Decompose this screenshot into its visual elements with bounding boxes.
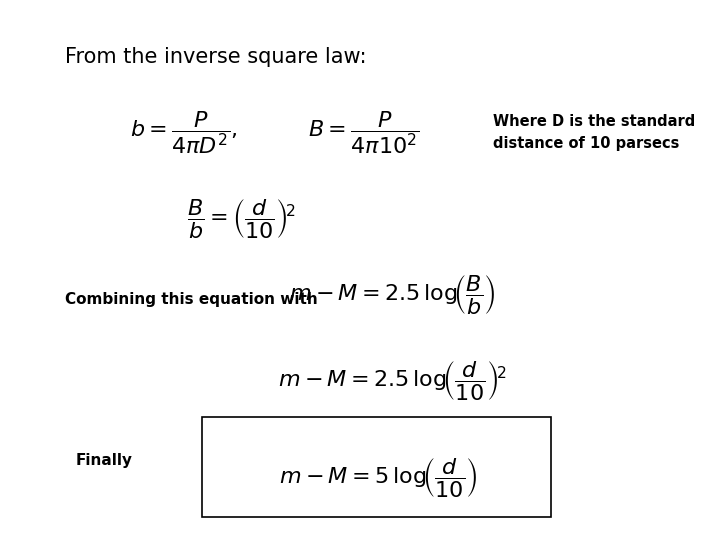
Text: $m - M = 2.5\,\mathrm{log}\!\left(\dfrac{B}{b}\right)$: $m - M = 2.5\,\mathrm{log}\!\left(\dfrac… <box>289 273 496 316</box>
Text: Where D is the standard: Where D is the standard <box>493 114 696 129</box>
Text: $m - M = 5\,\mathrm{log}\!\left(\dfrac{d}{10}\right)$: $m - M = 5\,\mathrm{log}\!\left(\dfrac{d… <box>279 456 477 500</box>
Text: Combining this equation with: Combining this equation with <box>65 292 318 307</box>
Text: $m - M = 2.5\,\mathrm{log}\!\left(\dfrac{d}{10}\right)^{\!2}$: $m - M = 2.5\,\mathrm{log}\!\left(\dfrac… <box>278 359 507 402</box>
Text: $\dfrac{B}{b} = \left(\dfrac{d}{10}\right)^{\!2}$: $\dfrac{B}{b} = \left(\dfrac{d}{10}\righ… <box>186 197 296 240</box>
Text: Finally: Finally <box>76 453 132 468</box>
Text: From the inverse square law:: From the inverse square law: <box>65 46 366 67</box>
Text: $b = \dfrac{P}{4\pi D^2},$: $b = \dfrac{P}{4\pi D^2},$ <box>130 109 238 156</box>
FancyBboxPatch shape <box>202 417 551 517</box>
Text: distance of 10 parsecs: distance of 10 parsecs <box>493 136 680 151</box>
Text: $B = \dfrac{P}{4\pi 10^2}$: $B = \dfrac{P}{4\pi 10^2}$ <box>308 109 419 156</box>
